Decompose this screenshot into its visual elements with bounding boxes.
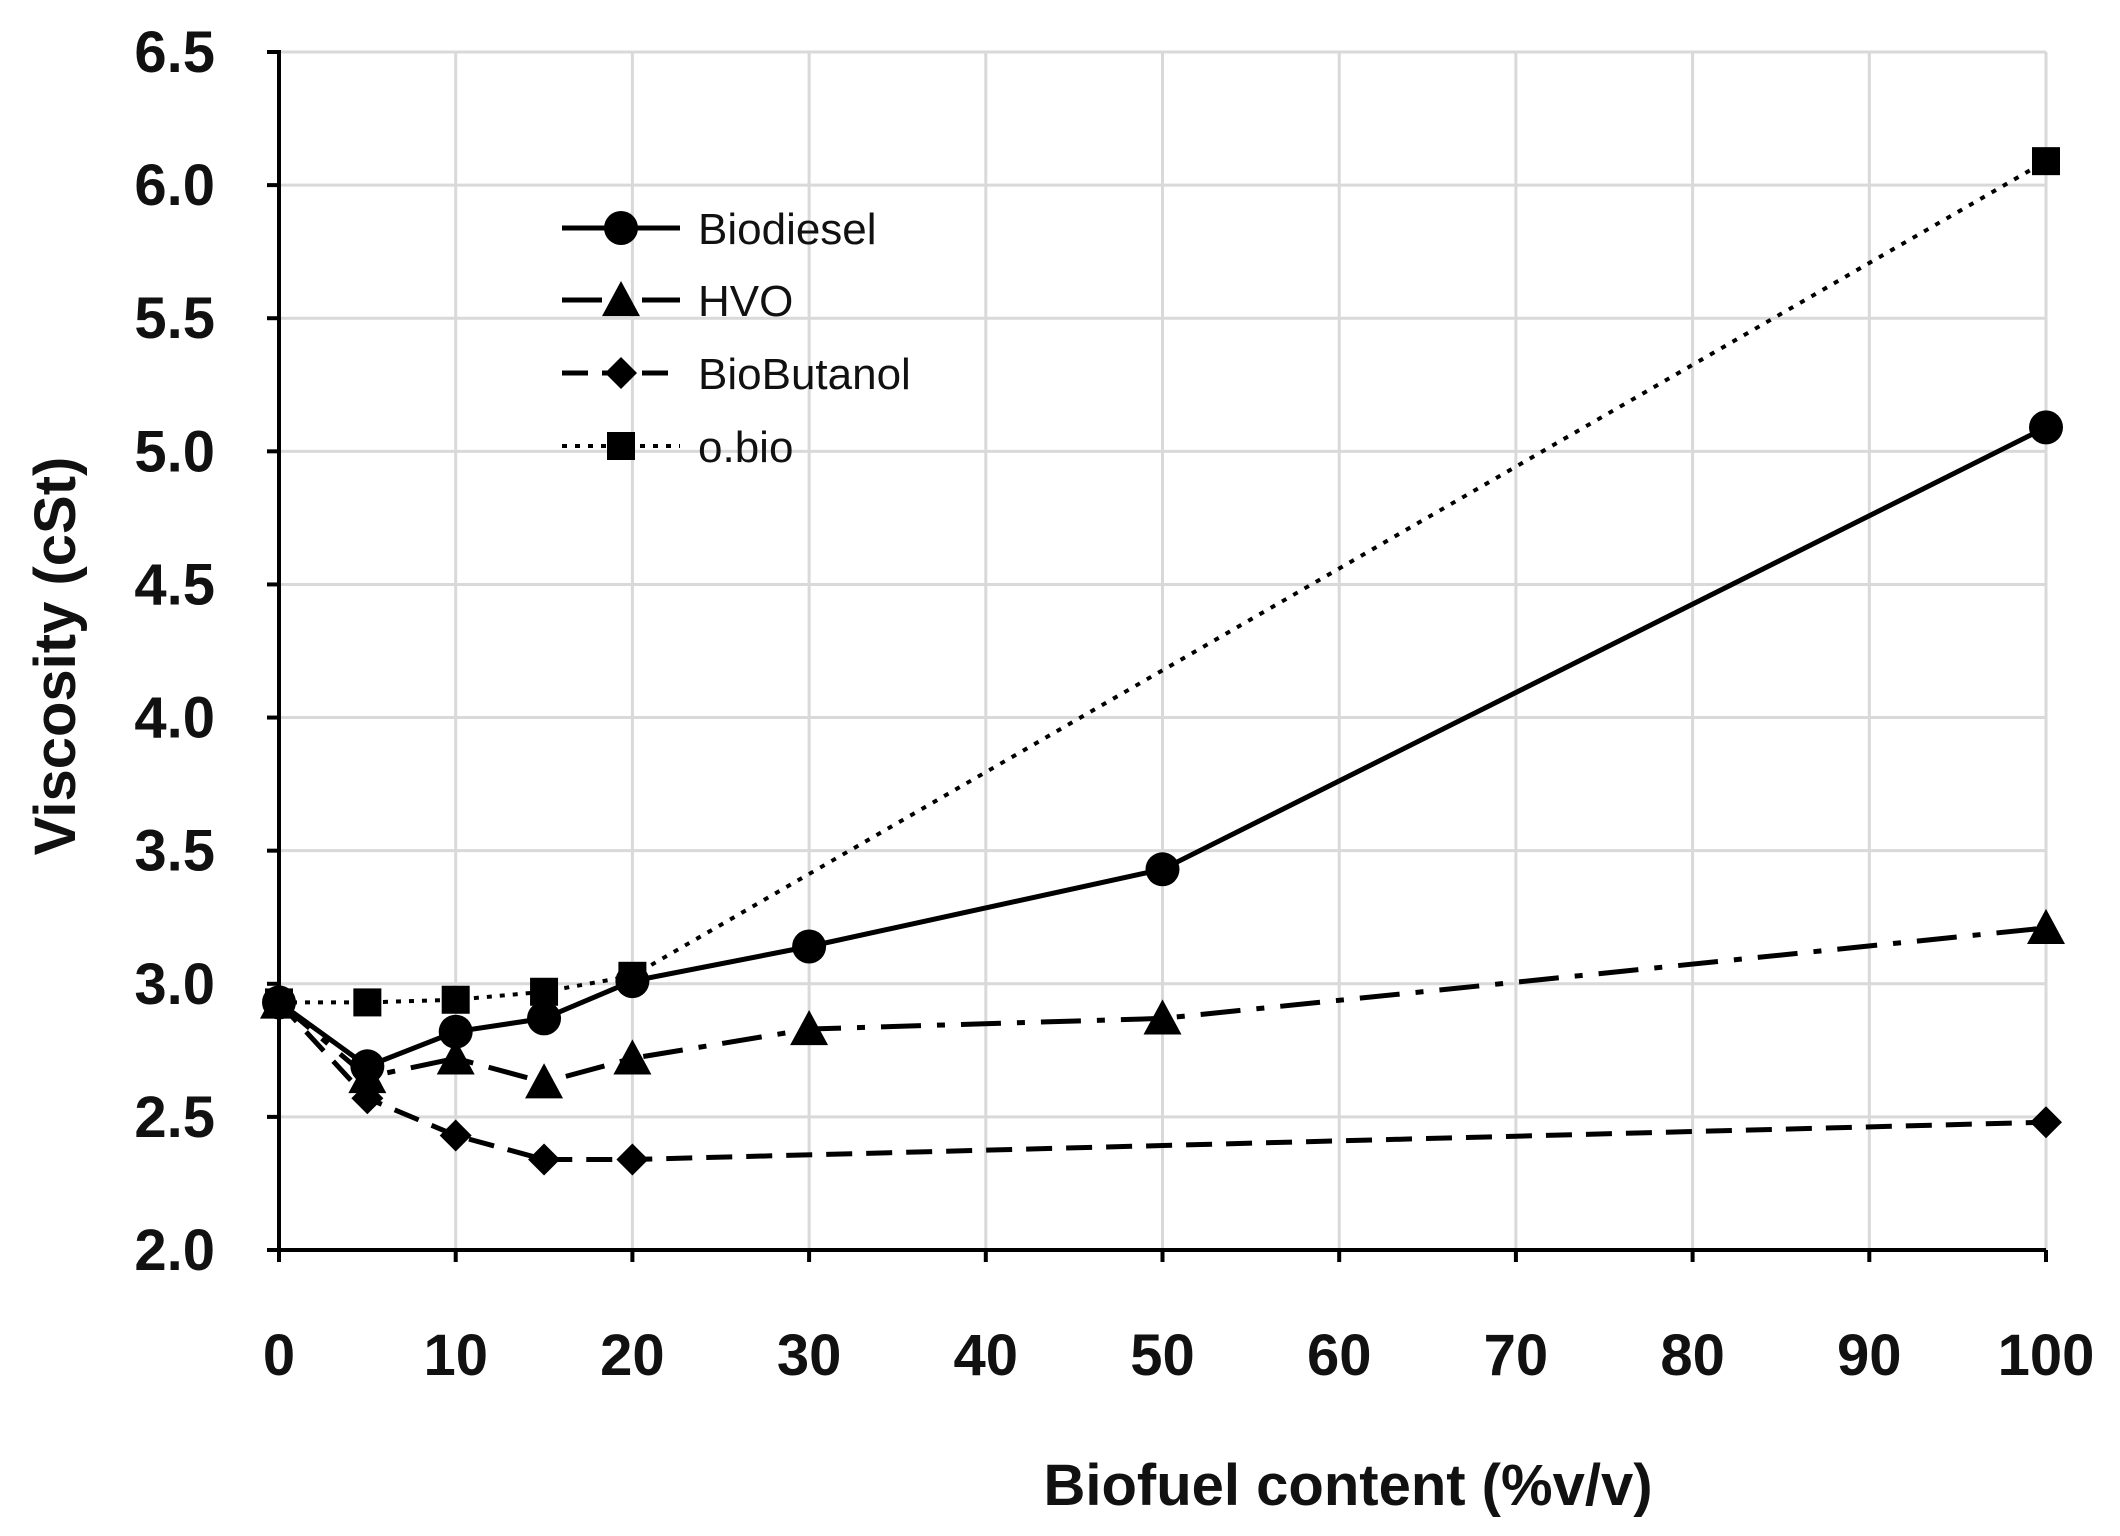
legend-label: HVO: [698, 277, 793, 326]
data-point-diamond: [528, 1143, 561, 1176]
data-point-diamond: [2030, 1106, 2062, 1139]
x-tick-label: 20: [600, 1323, 665, 1388]
data-point-triangle: [1143, 999, 1182, 1035]
y-tick-label: 3.0: [134, 952, 215, 1017]
x-tick-label: 70: [1484, 1323, 1549, 1388]
legend-label: Biodiesel: [698, 205, 877, 254]
data-point-square: [618, 961, 647, 990]
legend-label: BioButanol: [698, 350, 911, 399]
data-point-triangle: [436, 1039, 475, 1075]
x-tick-label: 50: [1130, 1323, 1195, 1388]
y-tick-label: 4.0: [134, 686, 215, 751]
series: [260, 147, 2065, 1176]
legend-marker-triangle: [602, 281, 640, 317]
data-point-triangle: [790, 1010, 829, 1046]
data-point-square: [530, 977, 559, 1006]
y-tick-label: 4.5: [134, 552, 215, 617]
y-axis-title: Viscosity (cSt): [23, 457, 88, 856]
data-point-diamond: [616, 1143, 649, 1176]
grid: [279, 50, 2048, 1250]
y-tick-label: 3.5: [134, 819, 215, 884]
x-tick-label: 40: [954, 1323, 1019, 1388]
data-point-diamond: [351, 1082, 384, 1115]
x-axis-title: Biofuel content (%v/v): [1043, 1453, 1652, 1518]
y-tick-label: 6.5: [134, 20, 215, 85]
y-tick-label: 5.5: [134, 286, 215, 351]
data-point-diamond: [439, 1119, 472, 1152]
data-point-square: [353, 988, 382, 1017]
data-point-triangle: [348, 1057, 387, 1094]
series-line: [277, 925, 2047, 1085]
legend-label: o.bio: [698, 423, 793, 472]
data-point-triangle: [525, 1063, 564, 1099]
data-point-circle: [792, 929, 827, 964]
data-point-square: [441, 985, 470, 1014]
y-tick-label: 5.0: [134, 419, 215, 484]
legend-marker-circle: [604, 211, 638, 245]
x-tick-label: 10: [423, 1323, 488, 1388]
data-point-triangle: [613, 1039, 652, 1075]
data-point-square: [265, 988, 293, 1017]
y-tick-label: 2.0: [134, 1218, 215, 1283]
x-tick-label: 60: [1307, 1323, 1372, 1388]
y-tick-label: 2.5: [134, 1085, 215, 1150]
data-point-triangle: [2027, 908, 2065, 945]
data-point-circle: [527, 1001, 562, 1036]
series-line: [279, 159, 2047, 1005]
x-tick-label: 30: [777, 1323, 842, 1388]
x-tick-label: 0: [263, 1323, 295, 1388]
legend-marker-square: [607, 432, 635, 460]
data-point-circle: [438, 1014, 473, 1049]
legend: Biodiesel HVO BioButanol o.bio: [562, 205, 911, 472]
x-tick-label: 80: [1660, 1323, 1725, 1388]
tick-labels: 0 10 20 30 40 50 60 70 80 90 100 2.0 2.5 3.0 3.5 4.0 4.5…: [134, 20, 2094, 1388]
y-tick-label: 6.0: [134, 153, 215, 218]
series-o-bio: [265, 147, 2060, 1017]
data-point-circle: [2029, 410, 2063, 445]
data-point-circle: [1145, 852, 1180, 887]
series-hvo: [260, 908, 2065, 1099]
x-tick-label: 90: [1837, 1323, 1902, 1388]
series-line: [277, 1000, 2047, 1162]
data-point-square: [2032, 147, 2060, 176]
legend-marker-diamond: [605, 357, 637, 389]
axes: [267, 50, 2048, 1262]
x-tick-label: 100: [1998, 1323, 2095, 1388]
